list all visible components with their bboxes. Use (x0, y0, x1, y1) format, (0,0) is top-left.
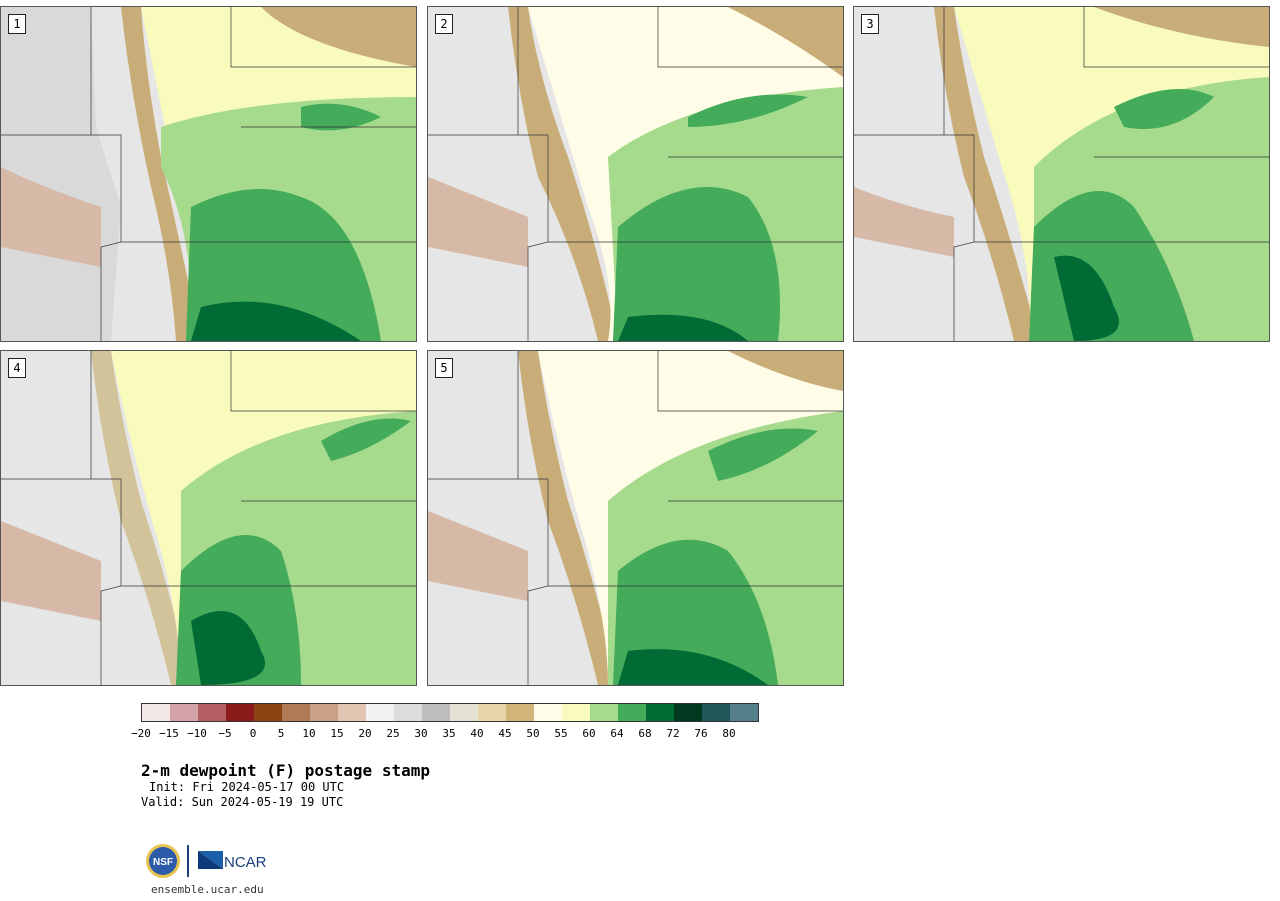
colorbar-tick-label: 64 (610, 727, 624, 740)
colorbar-ticks: −20 −15 −10 −5 0 5 10 15 20 25 30 35 40 45 50 55 60 64 68 7… (0, 727, 900, 741)
panel-number: 2 (435, 14, 453, 34)
panel-number: 5 (435, 358, 453, 378)
svg-text:NCAR: NCAR (224, 854, 267, 871)
dewpoint-map-4 (1, 351, 416, 685)
nsf-ncar-logos: NSF NCAR (146, 844, 267, 878)
colorbar-segment (310, 704, 338, 721)
colorbar-segment (730, 704, 758, 721)
colorbar-segment (254, 704, 282, 721)
panel-number: 1 (8, 14, 26, 34)
stamp-panel-5: 5 (427, 350, 844, 686)
panel-number: 3 (861, 14, 879, 34)
colorbar-tick-label: 0 (249, 727, 257, 740)
colorbar-tick-label: −20 (131, 727, 151, 740)
colorbar-tick-label: 50 (526, 727, 540, 740)
colorbar-tick-label: −10 (187, 727, 207, 740)
colorbar-tick-label: −5 (218, 727, 232, 740)
colorbar-tick-label: 40 (470, 727, 484, 740)
colorbar-segment (198, 704, 226, 721)
dewpoint-map-5 (428, 351, 843, 685)
colorbar-tick-label: 80 (722, 727, 736, 740)
colorbar-segment (562, 704, 590, 721)
stamp-panel-1: 1 (0, 6, 417, 342)
colorbar-tick-label: 10 (302, 727, 316, 740)
dewpoint-colorbar (141, 703, 759, 722)
colorbar-tick-label: 15 (330, 727, 344, 740)
plot-title: 2-m dewpoint (F) postage stamp (141, 761, 430, 780)
website-url: ensemble.ucar.edu (151, 883, 264, 896)
colorbar-segment (170, 704, 198, 721)
colorbar-tick-label: 5 (277, 727, 285, 740)
ncar-logo: NCAR (198, 851, 267, 871)
stamp-panel-2: 2 (427, 6, 844, 342)
colorbar-segment (394, 704, 422, 721)
colorbar-tick-label: −15 (159, 727, 179, 740)
colorbar-segment (534, 704, 562, 721)
colorbar-segment (422, 704, 450, 721)
colorbar-tick-label: 60 (582, 727, 596, 740)
colorbar-tick-label: 76 (694, 727, 708, 740)
svg-text:NSF: NSF (153, 857, 173, 868)
colorbar-tick-label: 72 (666, 727, 680, 740)
colorbar-tick-label: 35 (442, 727, 456, 740)
colorbar-segment (226, 704, 254, 721)
colorbar-segment (618, 704, 646, 721)
dewpoint-map-2 (428, 7, 843, 341)
colorbar-segment (590, 704, 618, 721)
valid-time: Valid: Sun 2024-05-19 19 UTC (141, 795, 344, 809)
colorbar-segment (366, 704, 394, 721)
nsf-logo: NSF (146, 844, 180, 878)
dewpoint-map-1 (1, 7, 416, 341)
init-time: Init: Fri 2024-05-17 00 UTC (149, 780, 345, 794)
colorbar-segment (674, 704, 702, 721)
colorbar-tick-label: 55 (554, 727, 568, 740)
colorbar-segment (646, 704, 674, 721)
colorbar-segment (450, 704, 478, 721)
colorbar-tick-label: 68 (638, 727, 652, 740)
colorbar-tick-label: 20 (358, 727, 372, 740)
colorbar-tick-label: 30 (414, 727, 428, 740)
colorbar-tick-label: 45 (498, 727, 512, 740)
colorbar-segment (338, 704, 366, 721)
stamp-panel-3: 3 (853, 6, 1270, 342)
stamp-panel-4: 4 (0, 350, 417, 686)
colorbar-tick-label: 25 (386, 727, 400, 740)
panel-number: 4 (8, 358, 26, 378)
colorbar-segment (702, 704, 730, 721)
dewpoint-map-3 (854, 7, 1269, 341)
colorbar-segment (142, 704, 170, 721)
colorbar-segment (478, 704, 506, 721)
colorbar-segment (506, 704, 534, 721)
colorbar-segment (282, 704, 310, 721)
